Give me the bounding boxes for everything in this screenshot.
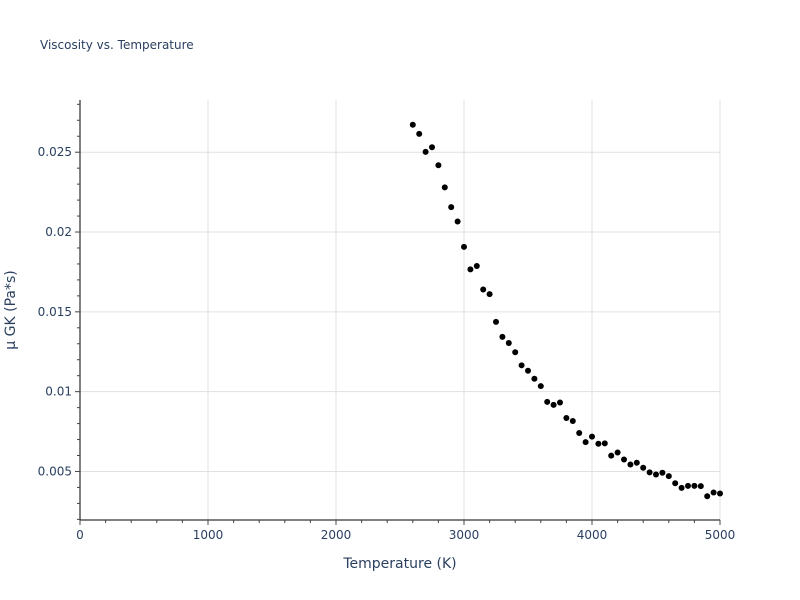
data-point: [704, 493, 711, 500]
y-tick-label: 0.005: [38, 464, 72, 478]
data-point: [518, 362, 525, 369]
data-point: [563, 414, 570, 421]
data-point: [499, 333, 506, 340]
y-axis-title: μ GK (Pa*s): [3, 270, 19, 349]
data-point: [435, 162, 442, 169]
data-point: [589, 433, 595, 440]
x-tick-label: 4000: [577, 528, 608, 542]
data-point: [505, 339, 512, 346]
data-point: [441, 184, 448, 191]
data-point: [569, 418, 576, 425]
data-point: [640, 464, 647, 471]
data-point: [697, 483, 704, 490]
x-tick-label: 3000: [449, 528, 480, 542]
data-point: [486, 291, 493, 298]
data-point: [467, 266, 474, 273]
data-point: [422, 148, 429, 155]
data-point: [461, 243, 467, 250]
data-point: [550, 401, 557, 408]
x-tick-label: 1000: [193, 528, 224, 542]
axes: 0 1000 2000 3000 4000 5000 0.005 0.01 0.015 0.02 0…: [38, 100, 736, 542]
data-point: [525, 367, 531, 374]
data-point: [557, 399, 563, 406]
data-point: [531, 375, 538, 382]
data-point: [537, 383, 544, 390]
y-tick-label: 0.01: [45, 385, 72, 399]
y-tick-label: 0.015: [38, 305, 72, 319]
data-point: [601, 440, 608, 447]
data-point: [633, 459, 640, 466]
x-axis-title: Temperature (K): [342, 556, 456, 572]
data-point: [614, 449, 621, 456]
data-point: [429, 144, 435, 151]
data-point: [653, 471, 659, 478]
data-point: [493, 318, 499, 325]
data-point: [717, 490, 723, 497]
data-point: [685, 482, 691, 489]
data-point: [627, 461, 634, 468]
x-tick-label: 5000: [705, 528, 736, 542]
data-point: [621, 456, 627, 463]
data-point: [448, 204, 455, 211]
data-points: [409, 121, 723, 500]
data-point: [691, 482, 698, 489]
data-point: [480, 286, 487, 293]
data-point: [665, 473, 672, 480]
data-point: [416, 130, 423, 137]
data-point: [544, 398, 551, 405]
data-point: [672, 480, 679, 487]
data-point: [454, 218, 461, 225]
data-point: [473, 263, 480, 270]
y-tick-label: 0.02: [45, 225, 72, 239]
x-tick-label: 0: [76, 528, 84, 542]
data-point: [582, 439, 589, 446]
data-point: [608, 452, 615, 459]
data-point: [678, 484, 685, 491]
data-point: [576, 429, 583, 436]
data-point: [659, 469, 666, 476]
data-point: [710, 489, 717, 496]
data-point: [409, 121, 416, 128]
chart-title: Viscosity vs. Temperature: [40, 38, 194, 52]
data-point: [595, 440, 602, 447]
data-point: [512, 349, 519, 356]
gridlines: [80, 100, 721, 520]
data-point: [646, 469, 653, 476]
y-tick-label: 0.025: [38, 145, 72, 159]
x-tick-label: 2000: [321, 528, 352, 542]
